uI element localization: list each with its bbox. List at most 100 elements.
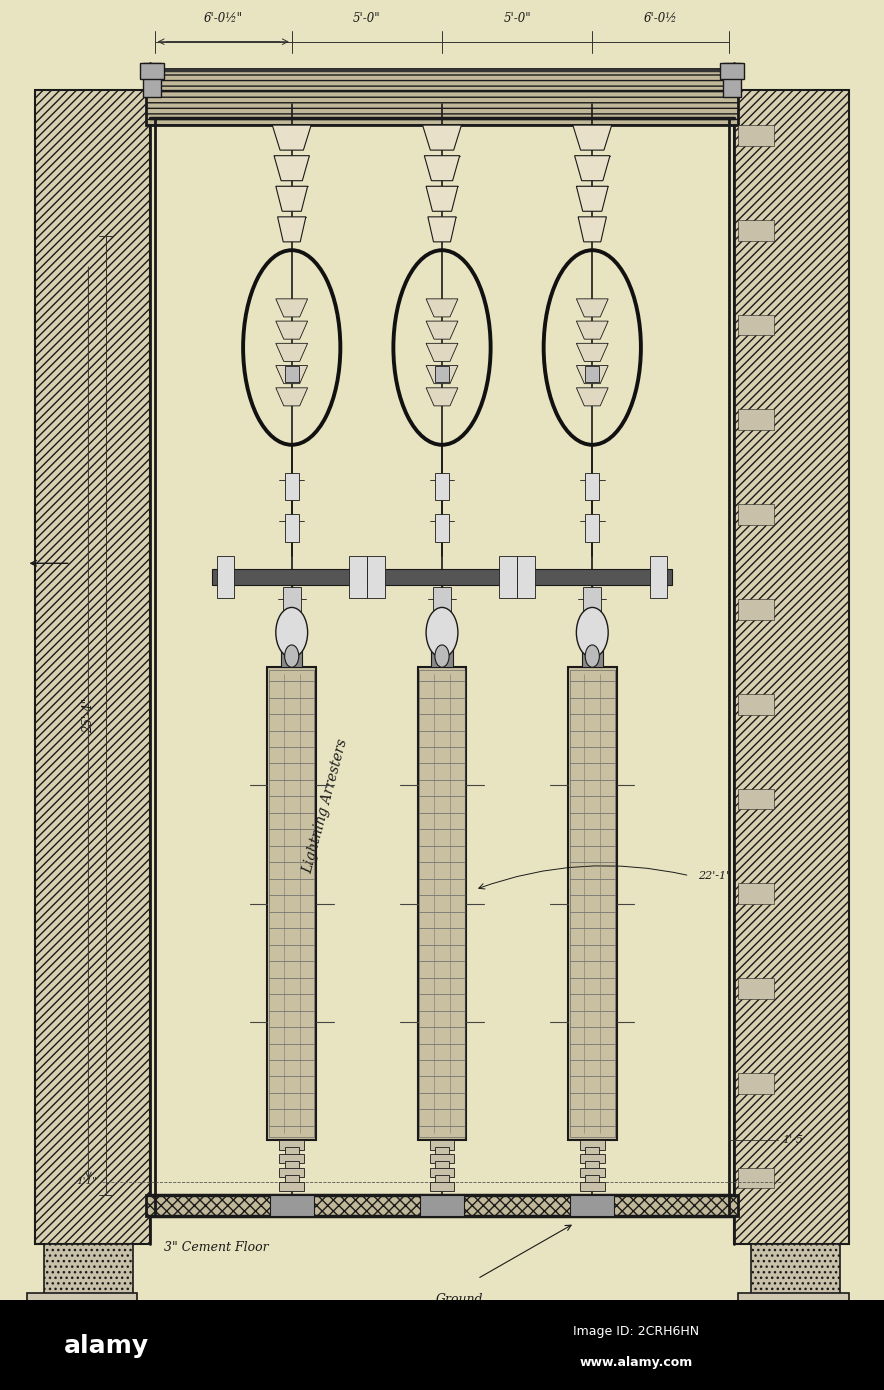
Bar [585,366,599,382]
Bar [212,569,371,585]
Polygon shape [575,156,610,181]
Polygon shape [428,217,456,242]
Bar [517,556,535,598]
Bar [435,514,449,542]
Bar [281,646,302,667]
Bar [283,587,301,612]
Bar [431,646,453,667]
Polygon shape [423,125,461,150]
Polygon shape [272,125,311,150]
Bar [27,1293,137,1348]
Bar [270,1195,314,1216]
Bar [430,1182,454,1191]
Bar [140,63,164,79]
Polygon shape [576,366,608,384]
Bar [583,587,601,612]
Polygon shape [274,156,309,181]
Text: alamy: alamy [64,1333,149,1358]
Bar [430,1140,454,1150]
Bar [430,1154,454,1163]
Bar [580,1182,605,1191]
Bar [146,70,738,125]
Text: 22'-1": 22'-1" [698,870,732,881]
Circle shape [576,607,608,657]
Text: Image ID: 2CRH6HN: Image ID: 2CRH6HN [574,1325,699,1339]
Text: 25'-4": 25'-4" [82,698,95,734]
Bar [720,63,744,79]
Polygon shape [276,388,308,406]
Bar [267,667,316,1140]
Polygon shape [276,186,308,211]
Text: 6'-0½: 6'-0½ [644,13,678,25]
Bar [585,1147,599,1156]
Bar [738,979,774,999]
Polygon shape [576,321,608,339]
Polygon shape [426,388,458,406]
Text: Lightning Arresters: Lightning Arresters [301,737,350,876]
Polygon shape [576,186,608,211]
Polygon shape [278,217,306,242]
Bar [418,667,467,1140]
Bar [570,670,615,1137]
Bar [570,1195,614,1216]
Bar [738,788,774,809]
Text: 5'-0": 5'-0" [353,13,381,25]
Bar [650,556,667,598]
Bar [568,667,617,1140]
Text: 1'-5: 1'-5 [782,1134,804,1145]
Bar [435,366,449,382]
Bar [751,1244,840,1307]
Bar [430,1168,454,1177]
Text: 1'1": 1'1" [76,1177,97,1186]
Bar [35,90,150,1244]
Bar [580,1140,605,1150]
Bar [738,883,774,904]
Polygon shape [276,299,308,317]
Polygon shape [426,299,458,317]
Text: Ground
Wire: Ground Wire [436,1293,484,1320]
Bar [738,1073,774,1094]
Bar [362,569,522,585]
Polygon shape [426,366,458,384]
Bar [279,1140,304,1150]
Bar [420,670,465,1137]
Bar [585,1161,599,1170]
Bar [349,556,367,598]
Bar [582,646,603,667]
Bar [285,1161,299,1170]
Polygon shape [573,125,612,150]
Bar [580,1168,605,1177]
Bar [435,1161,449,1170]
Circle shape [285,645,299,667]
Bar [499,556,517,598]
Bar [143,63,161,97]
Polygon shape [426,343,458,361]
Bar [146,1195,738,1216]
Polygon shape [578,217,606,242]
Bar [279,1168,304,1177]
Bar [285,1147,299,1156]
Bar [270,670,315,1137]
Bar [738,1168,774,1188]
Bar [738,694,774,714]
Bar [738,125,774,146]
Bar [279,1154,304,1163]
Bar [279,1182,304,1191]
Bar [285,366,299,382]
Bar [738,410,774,431]
Bar [738,1293,849,1348]
Bar [585,514,599,542]
Text: 3" Cement Floor: 3" Cement Floor [164,1241,268,1254]
Text: 6'-0½": 6'-0½" [203,13,243,25]
Bar [435,1147,449,1156]
Bar [285,473,299,500]
Bar [0,1300,884,1390]
Bar [285,1175,299,1184]
Circle shape [435,645,449,667]
Bar [585,1175,599,1184]
Bar [435,1175,449,1184]
Polygon shape [424,156,460,181]
Bar [367,556,385,598]
Bar [420,1195,464,1216]
Bar [580,1154,605,1163]
